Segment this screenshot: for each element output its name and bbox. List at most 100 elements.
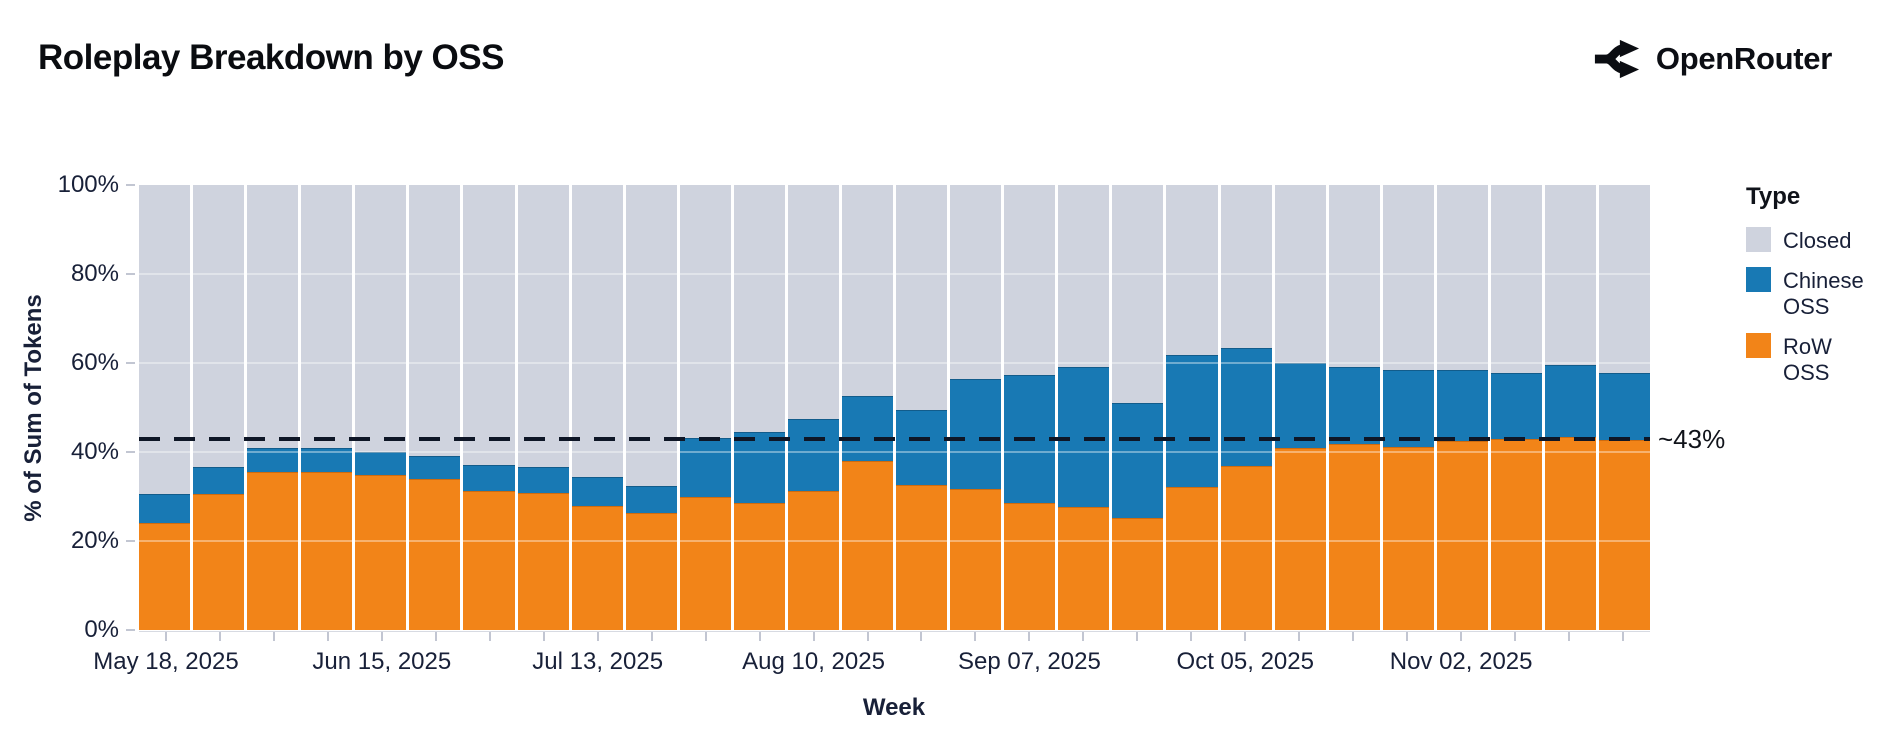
bar-week[interactable] [355,185,407,630]
bar-segment-closed[interactable] [1545,185,1597,365]
x-tick-mark[interactable] [488,632,491,641]
legend-item-chinese-oss[interactable]: Chinese OSS [1746,266,1876,320]
legend-swatch[interactable] [1746,332,1771,358]
x-tick-mark[interactable] [1136,632,1139,641]
bar-segment-row-oss[interactable] [1599,439,1651,630]
bar-segment-closed[interactable] [1058,185,1110,368]
x-tick-mark[interactable] [380,632,383,641]
x-tick-mark[interactable] [704,632,707,641]
bar-segment-row-oss[interactable] [139,523,191,630]
x-tick-mark[interactable] [1028,632,1031,641]
x-tick-mark[interactable] [1352,632,1355,641]
bar-week[interactable] [733,185,785,630]
bar-segment-row-oss[interactable] [1220,465,1272,630]
bar-segment-chinese-oss[interactable] [1436,369,1488,441]
bar-segment-closed[interactable] [517,185,569,468]
x-tick-label[interactable]: Jun 15, 2025 [312,648,452,675]
bar-segment-row-oss[interactable] [625,513,677,630]
bar-segment-closed[interactable] [1004,185,1056,376]
y-tick-mark[interactable] [126,540,135,542]
bar-segment-chinese-oss[interactable] [193,466,245,495]
bar-segment-row-oss[interactable] [571,506,623,630]
y-tick-mark[interactable] [126,273,135,275]
bar-segment-closed[interactable] [733,185,785,433]
bar-segment-row-oss[interactable] [1274,447,1326,630]
bar-segment-row-oss[interactable] [463,491,515,630]
bar-segment-row-oss[interactable] [1545,436,1597,630]
bar-segment-chinese-oss[interactable] [733,432,785,503]
bar-segment-closed[interactable] [1382,185,1434,371]
bar-segment-row-oss[interactable] [679,496,731,630]
x-tick-mark[interactable] [812,632,815,641]
x-tick-label[interactable]: Oct 05, 2025 [1176,648,1314,675]
bar-week[interactable] [787,185,840,630]
x-tick-mark[interactable] [596,632,599,641]
bar-segment-row-oss[interactable] [193,494,245,630]
bar-segment-closed[interactable] [679,185,731,438]
bar-segment-chinese-oss[interactable] [842,395,894,461]
bar-segment-chinese-oss[interactable] [301,447,353,473]
x-tick-label[interactable]: Nov 02, 2025 [1389,648,1533,675]
legend-item-label[interactable]: Chinese OSS [1783,267,1864,319]
legend-item-row-oss[interactable]: RoW OSS [1746,332,1876,386]
x-tick-label[interactable]: May 18, 2025 [93,648,239,675]
bar-segment-row-oss[interactable] [1328,444,1380,630]
y-tick-mark[interactable] [126,362,135,364]
x-tick-label[interactable]: Aug 10, 2025 [742,648,885,675]
bar-segment-row-oss[interactable] [1490,439,1543,630]
bar-segment-chinese-oss[interactable] [463,465,515,492]
bar-week[interactable] [1599,185,1651,630]
bar-segment-chinese-oss[interactable] [1328,367,1380,445]
bar-segment-row-oss[interactable] [896,484,948,630]
bar-segment-chinese-oss[interactable] [1220,347,1272,466]
bar-segment-closed[interactable] [950,185,1002,379]
x-tick-label[interactable]: Jul 13, 2025 [532,648,664,675]
bar-segment-chinese-oss[interactable] [139,494,191,524]
legend-swatch[interactable] [1746,227,1771,252]
bar-segment-chinese-oss[interactable] [571,477,623,507]
bar-segment-closed[interactable] [193,185,245,467]
bar-segment-closed[interactable] [301,185,353,448]
x-tick-mark[interactable] [758,632,761,641]
bar-segment-chinese-oss[interactable] [517,467,569,493]
y-tick-label[interactable]: 0% [84,616,119,643]
bar-segment-chinese-oss[interactable] [625,486,677,514]
y-tick-label[interactable]: 100% [57,171,119,198]
bar-segment-chinese-oss[interactable] [679,437,731,497]
bar-week[interactable] [517,185,569,630]
bar-segment-closed[interactable] [787,185,840,419]
bar-segment-chinese-oss[interactable] [1490,372,1543,440]
x-tick-mark[interactable] [1568,632,1571,641]
bar-segment-row-oss[interactable] [517,492,569,630]
bar-segment-closed[interactable] [463,185,515,466]
x-tick-mark[interactable] [434,632,437,641]
bar-week[interactable] [1436,185,1488,630]
bar-segment-closed[interactable] [1274,185,1326,363]
bar-week[interactable] [950,185,1002,630]
y-tick-label[interactable]: 20% [70,527,119,554]
bar-week[interactable] [193,185,245,630]
bar-segment-closed[interactable] [1599,185,1651,373]
bar-segment-chinese-oss[interactable] [1004,375,1056,504]
bar-segment-closed[interactable] [1490,185,1543,373]
bar-week[interactable] [1058,185,1110,630]
bar-week[interactable] [1220,185,1272,630]
bar-segment-row-oss[interactable] [1112,518,1164,630]
x-tick-mark[interactable] [542,632,545,641]
bar-segment-closed[interactable] [1112,185,1164,403]
x-tick-mark[interactable] [1082,632,1085,641]
bar-segment-chinese-oss[interactable] [1382,370,1434,447]
bar-segment-row-oss[interactable] [1004,503,1056,630]
y-tick-mark[interactable] [126,451,135,453]
bar-week[interactable] [1382,185,1434,630]
bar-segment-closed[interactable] [571,185,623,478]
bar-segment-row-oss[interactable] [301,472,353,630]
y-tick-mark[interactable] [126,629,135,631]
bar-week[interactable] [1328,185,1380,630]
x-tick-mark[interactable] [272,632,275,641]
bar-segment-closed[interactable] [1166,185,1218,355]
y-tick-mark[interactable] [126,184,135,186]
bar-week[interactable] [1274,185,1326,630]
bar-segment-closed[interactable] [842,185,894,396]
bar-week[interactable] [139,185,191,630]
